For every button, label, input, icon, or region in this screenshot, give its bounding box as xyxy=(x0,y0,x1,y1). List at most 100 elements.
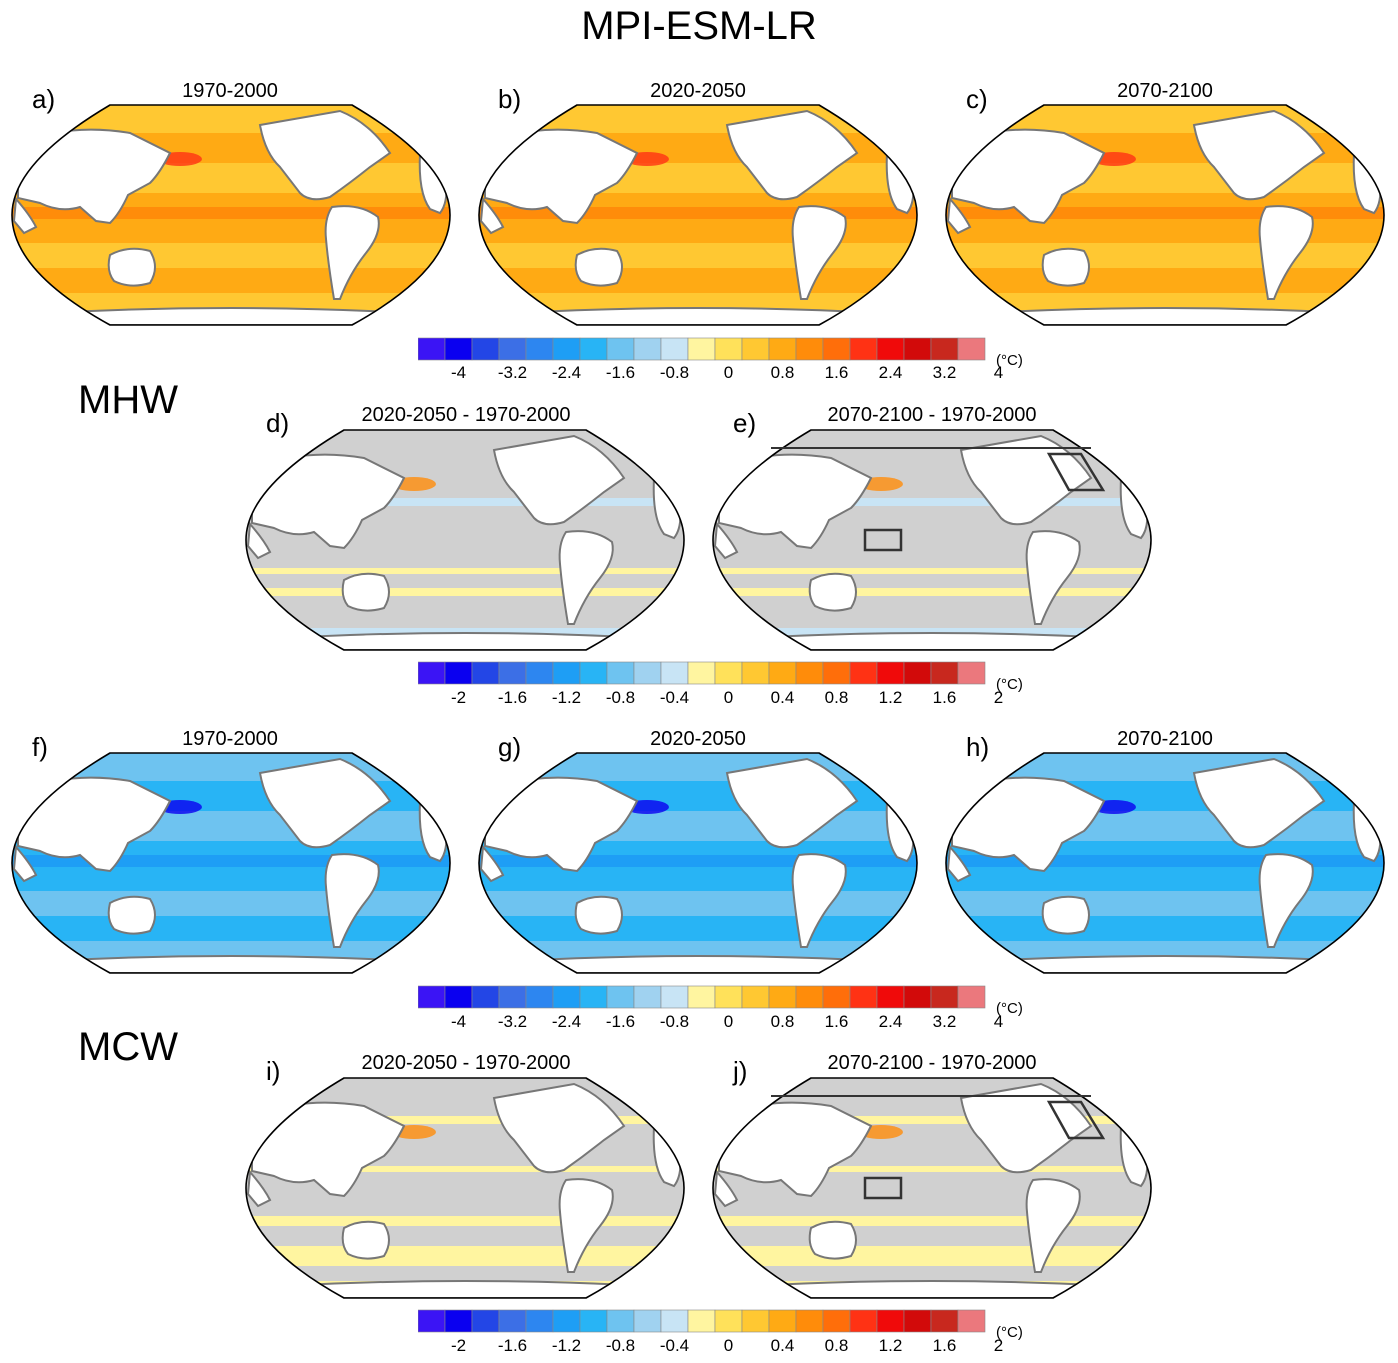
land-asia xyxy=(484,128,639,225)
ocean-band xyxy=(12,105,450,133)
colorbar-tick-label: -0.8 xyxy=(659,1012,690,1031)
ocean-band xyxy=(12,219,450,243)
colorbar-swatch xyxy=(633,985,662,1009)
land-australia xyxy=(1041,247,1090,287)
land-north-america xyxy=(492,434,626,526)
colorbar-swatch xyxy=(579,985,608,1009)
map-outline xyxy=(712,429,1152,651)
colorbar-swatch xyxy=(714,661,743,685)
colorbar-swatch xyxy=(714,337,743,361)
colorbar-swatch xyxy=(957,661,986,685)
colorbar-swatch xyxy=(579,1309,608,1333)
colorbar-swatch xyxy=(444,337,473,361)
colorbar-swatch xyxy=(444,661,473,685)
colorbar-tick-label: -4 xyxy=(450,363,467,382)
ocean-band xyxy=(246,568,684,574)
land-europe-east xyxy=(12,196,38,235)
colorbar-tick-label: -1.6 xyxy=(497,688,528,707)
colorbar-swatch xyxy=(822,661,851,685)
colorbar-swatch xyxy=(741,985,770,1009)
colorbar-swatch xyxy=(525,337,554,361)
ocean-band xyxy=(246,1266,684,1281)
land-asia xyxy=(718,453,873,550)
land-europe-east xyxy=(479,844,505,883)
colorbar-tick-label: -0.4 xyxy=(659,688,690,707)
colorbar-swatch xyxy=(957,1309,986,1333)
land-asia xyxy=(718,1101,873,1198)
ocean-band xyxy=(479,753,917,781)
land-north-america xyxy=(725,757,859,849)
land-australia xyxy=(574,247,623,287)
land-south-america xyxy=(1258,853,1314,948)
colorbar-swatch xyxy=(552,985,581,1009)
colorbar-1-unit: (°C) xyxy=(996,352,1023,369)
land-south-america xyxy=(558,1178,614,1273)
ocean-band xyxy=(246,1226,684,1246)
colorbar-tick-label: -3.2 xyxy=(497,363,528,382)
ocean-band xyxy=(479,243,917,268)
land-north-america xyxy=(258,757,392,849)
colorbar-tick-label: -1.6 xyxy=(605,363,636,382)
colorbar-tick-label: -0.8 xyxy=(605,1336,636,1355)
colorbar-tick-label: -2.4 xyxy=(551,1012,582,1031)
colorbar-swatch xyxy=(552,337,581,361)
land-australia xyxy=(808,1220,857,1260)
colorbar-swatch xyxy=(903,661,932,685)
colorbar-swatch xyxy=(606,661,635,685)
panel-g-title: 2020-2050 xyxy=(650,728,746,750)
panel-f-title: 1970-2000 xyxy=(182,728,278,750)
ocean-band xyxy=(946,916,1384,941)
colorbar-swatch xyxy=(768,985,797,1009)
map-panel-h xyxy=(945,752,1385,974)
panel-a-letter: a) xyxy=(32,84,56,114)
colorbar-swatch xyxy=(606,1309,635,1333)
land-asia xyxy=(17,128,172,225)
map-outline xyxy=(11,104,451,326)
colorbar-tick-label: -1.6 xyxy=(497,1336,528,1355)
panel-c-title: 2070-2100 xyxy=(1117,80,1213,102)
ocean-band xyxy=(946,243,1384,268)
ocean-band xyxy=(479,219,917,243)
colorbar-swatch xyxy=(660,985,689,1009)
ocean-field xyxy=(246,1078,684,1298)
colorbar-swatch xyxy=(849,1309,878,1333)
colorbar-4-unit: (°C) xyxy=(996,1324,1023,1341)
colorbar-swatch xyxy=(876,337,905,361)
ocean-band xyxy=(479,916,917,941)
panel-c-letter: c) xyxy=(966,84,988,114)
colorbar-swatch xyxy=(741,337,770,361)
land-europe-east xyxy=(479,196,505,235)
colorbar-tick-label: 1.6 xyxy=(824,1012,849,1031)
colorbar-tick-label: 0 xyxy=(723,688,734,707)
land-south-america xyxy=(324,853,380,948)
colorbar-swatch xyxy=(930,661,959,685)
colorbar-tick-label: -1.2 xyxy=(551,1336,582,1355)
panel-f-letter: f) xyxy=(32,732,48,762)
colorbar-swatch xyxy=(903,337,932,361)
land-south-america xyxy=(1258,205,1314,300)
ocean-band xyxy=(713,1246,1151,1266)
ocean-band xyxy=(713,1266,1151,1281)
ocean-band xyxy=(246,588,684,596)
land-north-america xyxy=(959,434,1093,526)
region-box-north-atlantic xyxy=(1046,1100,1106,1140)
ocean-band xyxy=(946,105,1384,133)
land-south-america xyxy=(324,205,380,300)
colorbar-swatch xyxy=(552,661,581,685)
colorbar-swatch xyxy=(525,661,554,685)
panel-e-title: 2070-2100 - 1970-2000 xyxy=(827,404,1037,426)
map-outline xyxy=(245,1077,685,1299)
colorbar-tick-label: -1.6 xyxy=(605,1012,636,1031)
map-panel-j xyxy=(712,1077,1152,1299)
colorbar-tick-label: 0 xyxy=(723,1336,734,1355)
colorbar-swatch xyxy=(822,1309,851,1333)
colorbar-swatch xyxy=(552,1309,581,1333)
ocean-field xyxy=(713,430,1151,650)
land-europe-east xyxy=(12,844,38,883)
ocean-band xyxy=(946,867,1384,891)
ocean-band xyxy=(713,1226,1151,1246)
map-outline xyxy=(945,104,1385,326)
ocean-band xyxy=(713,588,1151,596)
land-north-america xyxy=(258,109,392,201)
colorbar-swatch xyxy=(795,661,824,685)
